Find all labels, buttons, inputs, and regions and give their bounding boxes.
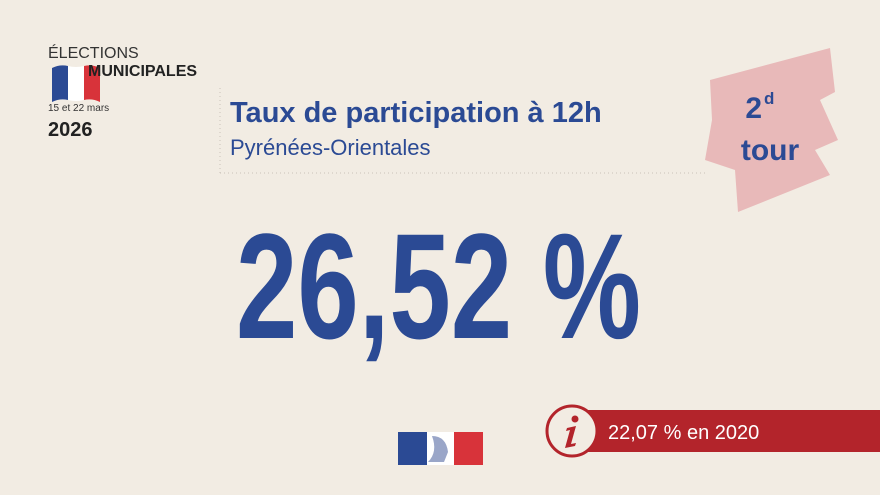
main-value: 26,52 % <box>236 202 641 370</box>
badge-number: 2 <box>745 92 762 125</box>
badge-shape <box>705 48 838 212</box>
badge-word: tour <box>741 134 800 167</box>
subtitle: Pyrénées-Orientales <box>230 135 431 160</box>
marianne-logo <box>398 432 483 465</box>
title: Taux de participation à 12h <box>230 97 602 129</box>
badge-suffix: d <box>764 89 774 108</box>
flag <box>52 65 100 102</box>
info-icon <box>545 404 599 458</box>
logo-year: 2026 <box>48 119 93 141</box>
comparison-banner <box>588 410 880 452</box>
logo-line1: ÉLECTIONS <box>48 43 139 62</box>
logo-dates: 15 et 22 mars <box>48 103 109 114</box>
logo-line2: MUNICIPALES <box>88 63 197 80</box>
comparison-text: 22,07 % en 2020 <box>608 422 759 444</box>
